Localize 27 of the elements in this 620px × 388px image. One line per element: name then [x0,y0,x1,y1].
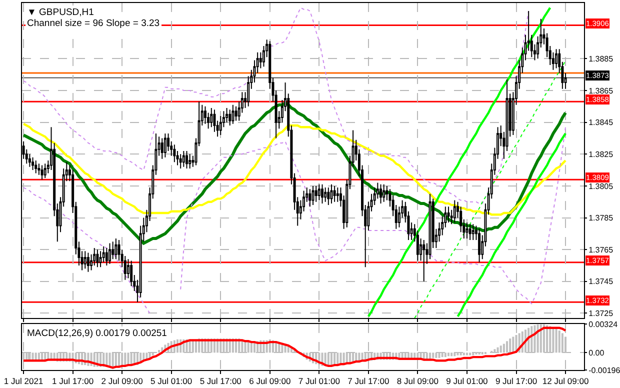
x-tick-label: 7 Jul 01:00 [298,376,340,386]
text: MACD(12,26,9) 0.00179 0.00251 [27,328,167,339]
x-tick-label: 2 Jul 09:00 [101,376,144,386]
y-tick-label: -0.00196 [588,366,620,375]
x-tick-label: 9 Jul 01:00 [446,376,488,386]
x-tick-label: 7 Jul 17:00 [348,376,390,386]
x-tick-label: 5 Jul 17:00 [200,376,242,386]
y-tick-label: 1.3765 [588,245,614,254]
y-tick-label: 1.3785 [588,214,614,223]
x-tick-label: 12 Jul 09:00 [542,376,589,386]
y-tick-label: 0.00324 [588,320,618,329]
y-tick-label: 1.3745 [588,277,614,286]
y-tick-label: 1.3885 [588,54,614,64]
y-tick-label: 1.3725 [588,309,614,318]
x-tick-label: 5 Jul 01:00 [150,376,192,386]
y-tick-label: 1.3845 [588,118,614,128]
y-tick-label: 0.00 [588,348,605,358]
y-tick-label: 1.3865 [588,86,614,96]
text: Channel size = 96 Slope = 3.23 [27,18,160,29]
x-tick-label: 6 Jul 09:00 [249,376,291,386]
x-tick-label: 1 Jul 17:00 [52,376,94,386]
y-tick-label: 1.3805 [588,182,614,191]
x-tick-label: 1 Jul 2021 [4,376,44,386]
y-tick-label: 1.3825 [588,150,614,159]
x-tick-label: 9 Jul 17:00 [495,376,538,386]
text: ▼ GBPUSD,H1 [27,7,94,18]
x-tick-label: 8 Jul 09:00 [396,376,439,386]
